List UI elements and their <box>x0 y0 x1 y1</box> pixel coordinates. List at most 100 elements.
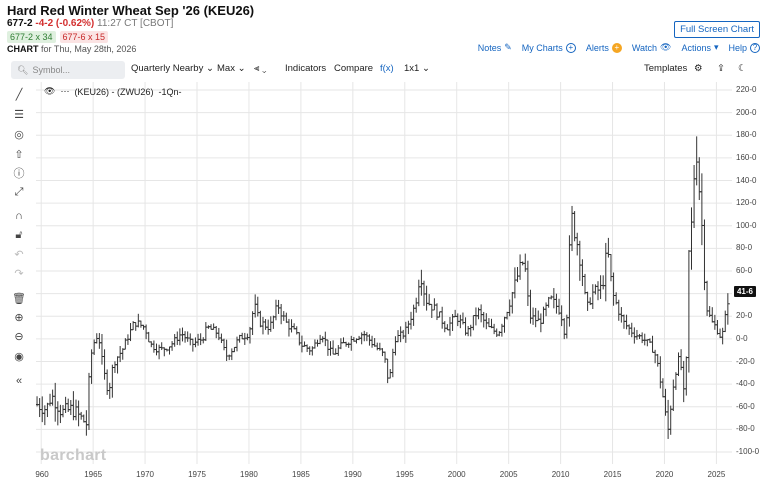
drawing-toolbar: ╱ ☰ ◎ ⇧ ⓘ ⤢ ∩ 🔓︎ ↶ ↷ 🗑︎ ⊕ ⊖ ◉ « <box>0 82 36 482</box>
ohlc-bar <box>250 311 255 336</box>
ohlc-bar <box>497 331 502 337</box>
ohlc-bar <box>58 404 63 424</box>
indicators-button[interactable]: Indicators <box>285 63 327 74</box>
period-select[interactable]: Quarterly Nearby ⌄ <box>131 63 214 74</box>
ohlc-bar <box>484 313 489 330</box>
collapse-icon[interactable]: « <box>15 375 23 387</box>
lock-icon[interactable]: 🔓︎ <box>15 228 23 241</box>
arrow-up-tool-icon[interactable]: ⇧ <box>14 148 24 161</box>
ohlc-bar <box>331 340 336 355</box>
chevron-down-icon: ⌄ <box>262 63 267 74</box>
ohlc-bar <box>650 335 655 353</box>
ohlc-bar <box>128 322 133 342</box>
chevron-down-icon: ⌄ <box>205 63 214 74</box>
visibility-icon[interactable]: ◉ <box>14 350 24 363</box>
ohlc-bar <box>214 326 219 339</box>
ohlc-bar <box>710 307 715 323</box>
ohlc-bar <box>284 312 289 323</box>
eye-icon[interactable]: 👁 <box>44 86 56 96</box>
y-tick-label: 200-0 <box>736 107 757 117</box>
x-tick-label: 960 <box>35 470 49 479</box>
watch-link[interactable]: Watch 👁 <box>632 42 672 53</box>
ohlc-bar <box>224 339 229 361</box>
ohlc-bar <box>312 339 317 349</box>
ohlc-bar <box>468 324 473 337</box>
ohlc-bar <box>146 331 151 343</box>
ohlc-bar <box>219 333 224 344</box>
search-icon: 🔍︎ <box>17 64 29 75</box>
ohlc-bar <box>211 323 216 330</box>
ohlc-bar <box>544 302 549 317</box>
templates-button[interactable]: Templates <box>644 63 688 74</box>
x-tick-label: 1980 <box>240 470 258 479</box>
info-tool-icon[interactable]: ⓘ <box>13 168 25 180</box>
compare-button[interactable]: Compare <box>334 63 374 74</box>
moon-icon[interactable]: ☾ <box>738 63 747 74</box>
gear-icon[interactable]: ⚙ <box>694 63 703 74</box>
ohlc-bar <box>167 346 172 355</box>
help-link[interactable]: Help? <box>728 42 760 53</box>
ohlc-bar <box>240 332 245 340</box>
y-tick-label: 20-0 <box>736 311 753 321</box>
zoom-out-icon[interactable]: ⊖ <box>14 330 24 343</box>
y-axis: 220-0 200-0 180-0 160-0 140-0 120-0 100-0 80-0 6… <box>732 82 768 464</box>
symbol-search-input[interactable]: 🔍︎ Symbol... <box>11 61 125 79</box>
ohlc-bar <box>258 310 263 328</box>
y-tick-label: 100-0 <box>736 220 757 230</box>
range-select[interactable]: Max ⌄ <box>217 63 246 74</box>
undo-icon[interactable]: ↶ <box>14 248 24 261</box>
ohlc-bar <box>45 402 50 418</box>
line-tool-icon[interactable]: ╱ <box>15 88 23 101</box>
barchart-logo: barchart <box>40 447 107 464</box>
ohlc-bar <box>396 330 401 343</box>
ohlc-bar <box>627 324 632 335</box>
alerts-link[interactable]: Alerts + <box>586 42 622 53</box>
ohlc-bar <box>601 275 606 290</box>
ohlc-bar <box>489 318 494 329</box>
zoom-in-icon[interactable]: ⊕ <box>14 311 24 324</box>
measure-tool-icon[interactable]: ⤢ <box>14 185 24 198</box>
quote-time: 11:27 CT [CBOT] <box>97 18 174 29</box>
top-links: Notes ✎ My Charts + Alerts + Watch 👁 Actions… <box>478 42 760 53</box>
ohlc-bar <box>699 173 704 246</box>
ohlc-bar <box>289 319 294 333</box>
ohlc-bar <box>645 339 650 347</box>
ohlc-bar <box>570 205 575 252</box>
ohlc-bar <box>338 338 343 350</box>
ohlc-bar <box>681 360 686 403</box>
shape-tool-icon[interactable]: ◎ <box>14 128 24 141</box>
magnet-icon[interactable]: ∩ <box>15 210 23 222</box>
ohlc-bar <box>388 369 393 379</box>
price-chart[interactable] <box>36 82 732 464</box>
full-screen-chart-button[interactable]: Full Screen Chart <box>674 21 760 38</box>
redo-icon[interactable]: ↷ <box>14 267 24 280</box>
ohlc-bar <box>185 331 190 342</box>
fibonacci-tool-icon[interactable]: ☰ <box>14 108 24 121</box>
ohlc-bar <box>580 259 585 287</box>
ohlc-bar <box>341 337 346 344</box>
ohlc-bar <box>253 294 258 318</box>
ohlc-bar <box>551 288 556 309</box>
more-icon[interactable]: ⋯ <box>60 86 70 96</box>
legend-symbol: (KEU26) - (ZWU26) <box>74 86 154 97</box>
layout-select[interactable]: 1x1 ⌄ <box>404 63 430 74</box>
period-label: Quarterly Nearby <box>131 63 204 74</box>
ohlc-bar <box>222 338 227 351</box>
share-icon[interactable]: ⇪ <box>717 63 725 74</box>
my-charts-link[interactable]: My Charts + <box>522 42 576 53</box>
ohlc-bar <box>668 405 673 435</box>
layout-label: 1x1 <box>404 63 420 74</box>
actions-menu[interactable]: Actions ▾ <box>681 42 718 53</box>
fx-button[interactable]: f(x) <box>380 63 394 74</box>
ohlc-bar <box>515 267 520 283</box>
eye-icon: 👁 <box>660 42 672 52</box>
chart-type-button[interactable]: ⫷ ⌄ <box>254 63 266 74</box>
ohlc-bar <box>583 273 588 295</box>
ohlc-bar <box>562 318 567 340</box>
ohlc-bar <box>684 356 689 396</box>
notes-link[interactable]: Notes ✎ <box>478 42 512 53</box>
ohlc-bar <box>564 314 569 339</box>
trash-icon[interactable]: 🗑︎ <box>12 292 26 305</box>
ohlc-bar <box>177 328 182 346</box>
y-tick-label: 60-0 <box>736 266 753 275</box>
